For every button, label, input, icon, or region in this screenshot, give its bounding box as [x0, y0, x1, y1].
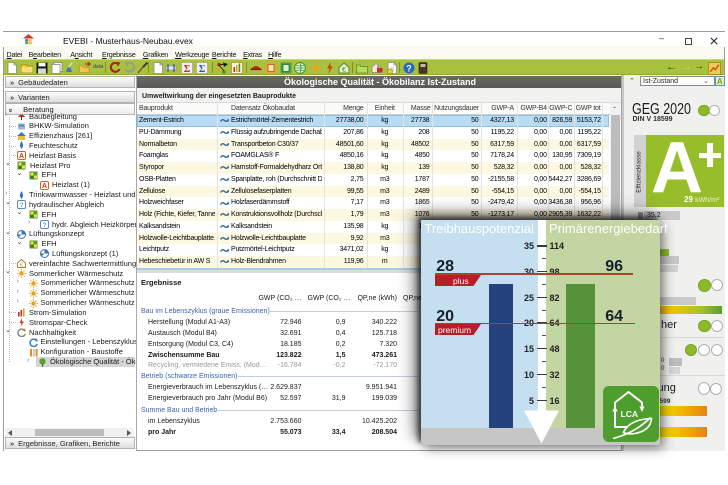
svg-text:plus: plus	[453, 276, 469, 286]
svg-text:?: ?	[20, 202, 24, 209]
svg-text:Σ: Σ	[199, 64, 206, 74]
svg-text:Σ: Σ	[184, 64, 191, 74]
svg-text:LCA: LCA	[621, 409, 638, 419]
svg-text:A: A	[42, 183, 47, 190]
svg-text:?: ?	[43, 222, 47, 229]
svg-text:€: €	[20, 263, 23, 269]
svg-text:A: A	[19, 153, 24, 160]
svg-text:€: €	[342, 67, 346, 74]
svg-text:premium: premium	[438, 325, 471, 335]
svg-text:?: ?	[406, 63, 412, 73]
